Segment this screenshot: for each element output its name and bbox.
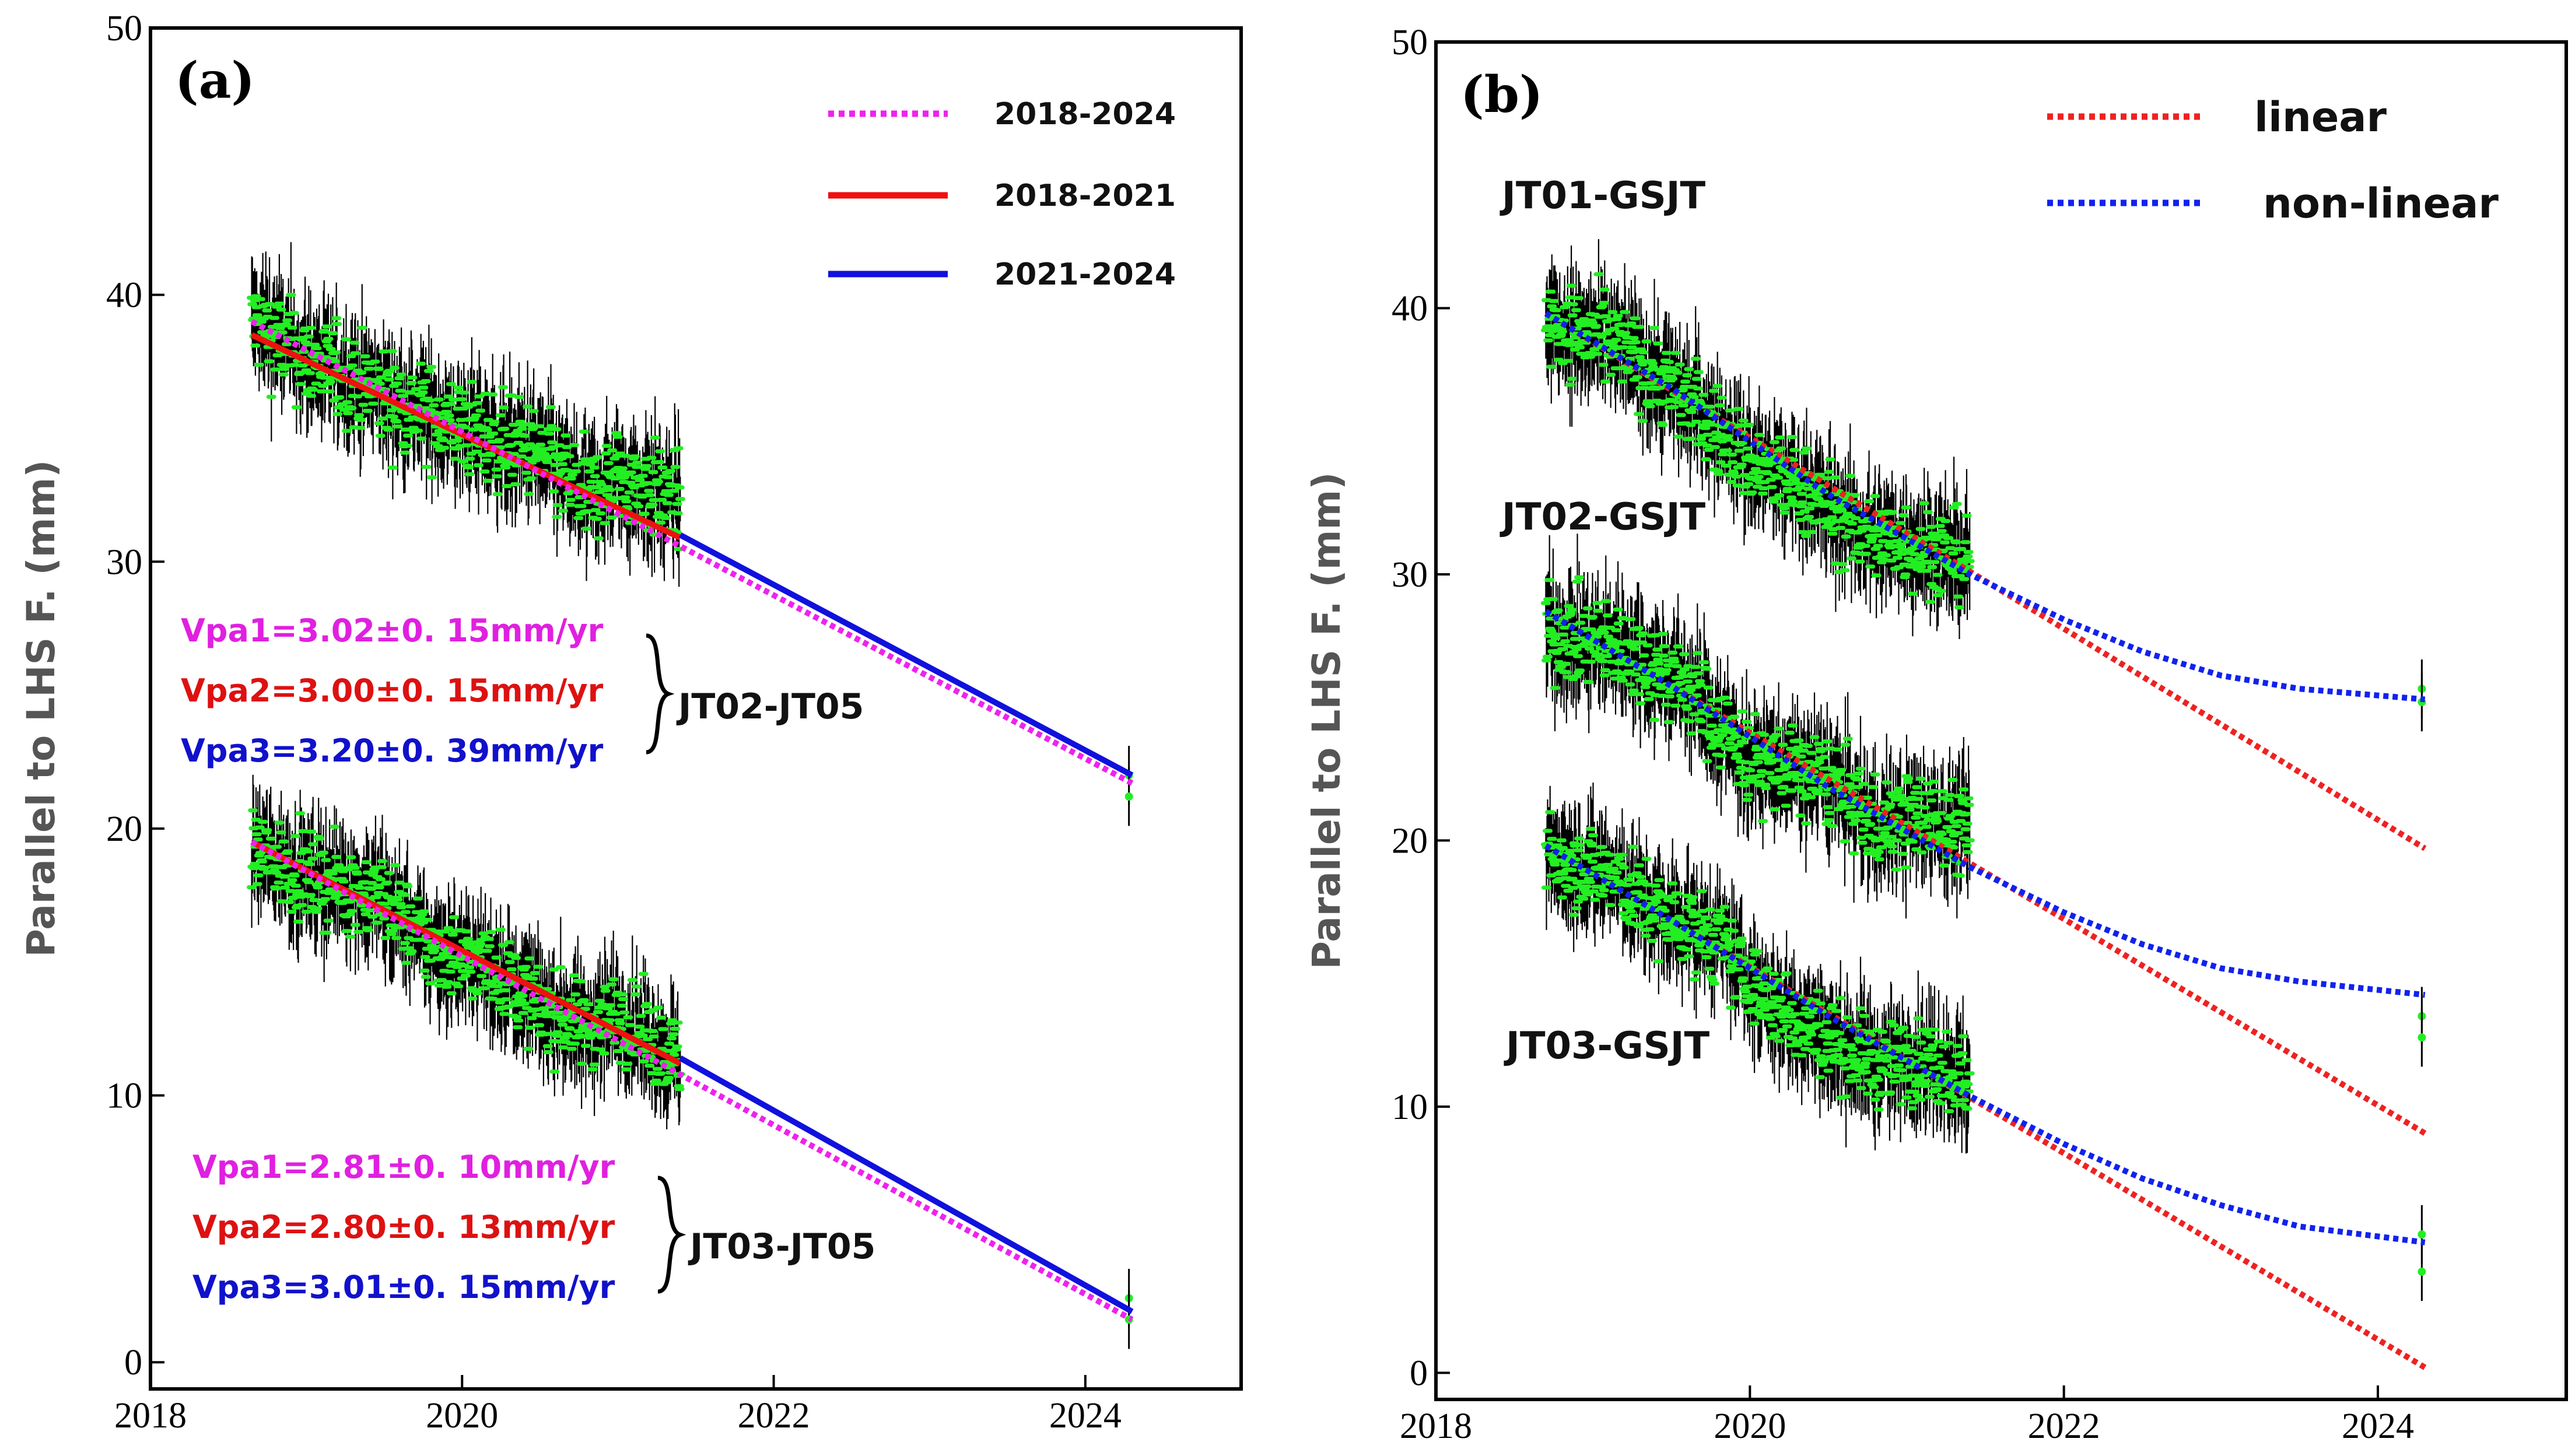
pair-label: JT03-JT05 bbox=[688, 1226, 875, 1267]
series-line-2018-2024-jt03-jt05 bbox=[250, 839, 1134, 1322]
y-tick-label: 30 bbox=[106, 542, 142, 582]
pair-label: JT02-JT05 bbox=[676, 686, 864, 727]
y-axis-label: Parallel to LHS F. (mm) bbox=[19, 460, 64, 957]
series-line-2018-2021-jt03-jt05 bbox=[250, 839, 682, 1066]
velocity-label: Vpa1=2.81±0. 10mm/yr bbox=[192, 1149, 615, 1185]
legend-label-non-linear: non-linear bbox=[2263, 180, 2499, 227]
series-line-non-linear-jt01-gsjt bbox=[1544, 311, 2426, 703]
y-tick-label: 40 bbox=[106, 276, 142, 315]
axes: 2018 2020 2022 2024 0 10 20 30 40 50 bbox=[1392, 23, 2414, 1446]
y-tick-label: 10 bbox=[106, 1076, 142, 1116]
panel-a: 2018 2020 2022 2024 0 10 20 30 40 50 Parallel to L… bbox=[19, 9, 1243, 1436]
panel-b: 2018 2020 2022 2024 0 10 20 30 40 50 Parallel to L… bbox=[1304, 23, 2568, 1446]
legend-label-2018-2024: 2018-2024 bbox=[994, 97, 1176, 132]
x-tick-label: 2024 bbox=[1049, 1396, 1122, 1436]
legend: linear non-linear bbox=[2047, 93, 2499, 227]
panel-label: (a) bbox=[175, 51, 255, 110]
series-line-2021-2024-jt03-jt05 bbox=[678, 1055, 1134, 1314]
obs-group-jt02-jt05 bbox=[247, 242, 1133, 826]
error-bars bbox=[251, 242, 681, 587]
velocity-label: Vpa1=3.02±0. 15mm/yr bbox=[181, 612, 604, 649]
plot-frame bbox=[149, 26, 1243, 1391]
legend-label-2018-2021: 2018-2021 bbox=[994, 178, 1176, 213]
x-tick-label: 2020 bbox=[1714, 1406, 1786, 1446]
annotation-jt03-jt05: Vpa1=2.81±0. 10mm/yr Vpa2=2.80±0. 13mm/yr… bbox=[192, 1149, 875, 1306]
data-points bbox=[247, 293, 685, 551]
station-label-jt01-gsjt: JT01-GSJT bbox=[1500, 174, 1706, 217]
station-label-jt03-gsjt: JT03-GSJT bbox=[1504, 1025, 1710, 1068]
y-tick-label: 20 bbox=[106, 809, 142, 849]
series-line-non-linear-jt02-gsjt bbox=[1544, 609, 2426, 998]
legend-label-2021-2024: 2021-2024 bbox=[994, 257, 1176, 292]
annotation-jt02-jt05: Vpa1=3.02±0. 15mm/yr Vpa2=3.00±0. 15mm/yr… bbox=[181, 612, 864, 769]
data-points bbox=[1540, 575, 1975, 878]
obs-group-jt01-gsjt bbox=[1540, 239, 2426, 732]
curly-brace bbox=[657, 1176, 686, 1294]
legend: 2018-2024 2018-2021 2021-2024 bbox=[828, 97, 1176, 292]
observations bbox=[247, 242, 1133, 1349]
x-tick-label: 2018 bbox=[1400, 1406, 1472, 1446]
x-tick-label: 2022 bbox=[738, 1396, 810, 1436]
y-tick-label: 0 bbox=[1410, 1353, 1428, 1393]
x-tick-label: 2018 bbox=[114, 1396, 187, 1436]
y-tick-label: 50 bbox=[1392, 23, 1428, 62]
legend-label-linear: linear bbox=[2254, 93, 2387, 141]
data-point-2024 bbox=[2418, 1230, 2426, 1239]
x-tick-label: 2024 bbox=[2342, 1406, 2414, 1446]
velocity-label: Vpa3=3.01±0. 15mm/yr bbox=[192, 1269, 615, 1306]
y-tick-label: 40 bbox=[1392, 289, 1428, 328]
y-tick-label: 30 bbox=[1392, 555, 1428, 595]
velocity-label: Vpa2=2.80±0. 13mm/yr bbox=[192, 1209, 615, 1246]
axes: 2018 2020 2022 2024 0 10 20 30 40 50 bbox=[106, 9, 1122, 1436]
fit-lines bbox=[1544, 311, 2427, 1370]
data-points bbox=[1540, 272, 1975, 610]
y-tick-label: 0 bbox=[124, 1343, 142, 1383]
data-point-2024 bbox=[1124, 792, 1133, 801]
series-line-2018-2024-jt02-jt05 bbox=[250, 318, 1134, 786]
y-tick-label: 10 bbox=[1392, 1087, 1428, 1127]
obs-group-jt03-jt05 bbox=[247, 774, 1133, 1349]
data-points bbox=[247, 808, 685, 1092]
data-point-2024 bbox=[2418, 1033, 2426, 1042]
fit-lines bbox=[250, 318, 1134, 1322]
series-line-2021-2024-jt02-jt05 bbox=[678, 532, 1134, 778]
series-line-non-linear-jt03-gsjt bbox=[1544, 843, 2426, 1246]
x-tick-label: 2022 bbox=[2028, 1406, 2100, 1446]
velocity-label: Vpa2=3.00±0. 15mm/yr bbox=[181, 672, 604, 709]
y-axis-label: Parallel to LHS F. (mm) bbox=[1304, 472, 1349, 970]
panel-label: (b) bbox=[1460, 65, 1543, 124]
y-tick-label: 20 bbox=[1392, 821, 1428, 861]
velocity-label: Vpa3=3.20±0. 39mm/yr bbox=[181, 732, 604, 769]
plot-frame bbox=[1434, 40, 2568, 1401]
obs-group-jt02-gsjt bbox=[1540, 534, 2426, 1067]
data-point-2024 bbox=[2418, 1267, 2426, 1276]
station-label-jt02-gsjt: JT02-GSJT bbox=[1500, 496, 1706, 539]
x-tick-label: 2020 bbox=[426, 1396, 498, 1436]
y-tick-label: 50 bbox=[106, 9, 142, 48]
observations bbox=[1540, 239, 2426, 1301]
curly-brace bbox=[646, 633, 675, 755]
